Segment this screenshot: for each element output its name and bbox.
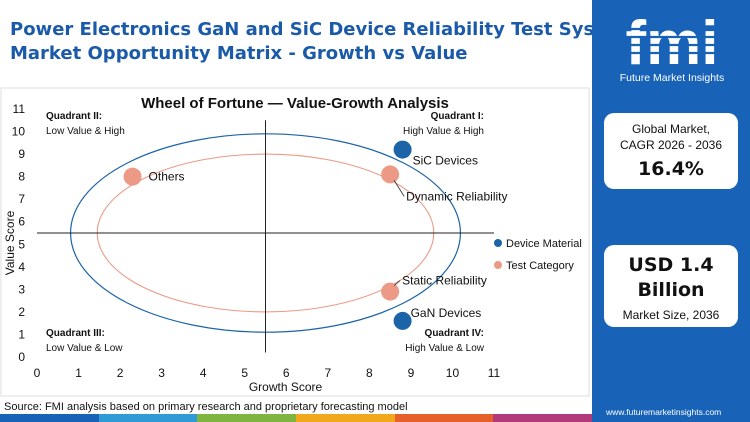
leader-line <box>393 180 405 197</box>
logo-subtitle: Future Market Insights <box>619 72 725 84</box>
quadrant-4-desc: High Value & Low <box>405 343 485 354</box>
x-tick-label: 2 <box>117 366 124 380</box>
data-label: SiC Devices <box>413 154 478 168</box>
y-tick-label: 10 <box>12 125 26 139</box>
fmi-logo: fmi <box>602 4 742 84</box>
y-tick-label: 4 <box>18 260 25 274</box>
x-tick-label: 3 <box>158 366 165 380</box>
website-url: www.futuremarketinsights.com <box>606 407 722 417</box>
market-size-card: USD 1.4 Billion Market Size, 2036 <box>604 245 738 327</box>
legend-label: Device Material <box>506 238 582 250</box>
x-tick-label: 0 <box>34 366 41 380</box>
market-size-label: Market Size, 2036 <box>622 308 720 322</box>
data-label: Others <box>149 170 185 184</box>
page-title: Power Electronics GaN and SiC Device Rel… <box>10 18 645 66</box>
x-tick-label: 9 <box>408 366 415 380</box>
y-tick-label: 8 <box>18 170 25 184</box>
cagr-label-1: Global Market, <box>631 122 711 136</box>
leader-line <box>393 280 401 286</box>
y-tick-label: 1 <box>18 327 25 341</box>
cagr-label-2: CAGR 2026 - 2036 <box>619 138 723 152</box>
y-tick-label: 5 <box>18 237 25 251</box>
legend-label: Test Category <box>506 260 574 272</box>
y-tick-label: 11 <box>13 102 26 116</box>
cagr-value: 16.4% <box>638 158 704 180</box>
y-tick-label: 9 <box>18 147 25 161</box>
title-line-2: Market Opportunity Matrix - Growth vs Va… <box>10 43 468 64</box>
y-tick-label: 6 <box>18 215 25 229</box>
title-line-1: Power Electronics GaN and SiC Device Rel… <box>10 19 645 40</box>
chart-card: Wheel of Fortune — Value-Growth Analysis… <box>0 87 590 397</box>
quadrant-3-desc: Low Value & Low <box>46 343 123 354</box>
logo-text: fmi <box>626 9 719 74</box>
y-axis-label: Value Score <box>3 210 17 275</box>
y-tick-label: 3 <box>18 282 25 296</box>
quadrant-2-desc: Low Value & High <box>46 126 125 137</box>
data-label: Dynamic Reliability <box>406 189 507 203</box>
quadrant-1-name: Quadrant I: <box>431 111 484 122</box>
source-note: Source: FMI analysis based on primary re… <box>4 401 408 413</box>
chart: Wheel of Fortune — Value-Growth Analysis… <box>0 87 590 397</box>
data-point <box>393 140 412 159</box>
quadrant-2-name: Quadrant II: <box>46 111 102 122</box>
data-label: GaN Devices <box>411 306 482 320</box>
chart-title: Wheel of Fortune — Value-Growth Analysis <box>141 95 449 112</box>
market-size-value-1: USD 1.4 <box>628 254 714 276</box>
data-point <box>393 311 412 330</box>
x-tick-label: 4 <box>200 366 207 380</box>
market-size-value-2: Billion <box>637 279 705 301</box>
x-tick-label: 1 <box>75 366 82 380</box>
y-tick-label: 2 <box>18 305 25 319</box>
quadrant-3-name: Quadrant III: <box>46 328 105 339</box>
cagr-card: Global Market, CAGR 2026 - 2036 16.4% <box>604 113 738 189</box>
sidebar-panel <box>592 0 750 422</box>
x-axis-label: Growth Score <box>249 380 323 394</box>
x-tick-label: 10 <box>446 366 460 380</box>
x-tick-label: 8 <box>366 366 373 380</box>
bottom-color-bar <box>0 414 593 422</box>
y-tick-label: 0 <box>18 350 25 364</box>
x-tick-label: 11 <box>488 366 501 380</box>
x-tick-label: 7 <box>324 366 331 380</box>
x-tick-label: 6 <box>283 366 290 380</box>
quadrant-4-name: Quadrant IV: <box>425 328 484 339</box>
data-label: Static Reliability <box>402 274 487 288</box>
legend-marker <box>494 261 502 269</box>
quadrant-1-desc: High Value & High <box>403 126 484 137</box>
plot-border <box>0 87 590 397</box>
y-tick-label: 7 <box>18 192 25 206</box>
data-point <box>381 282 400 301</box>
legend-marker <box>494 239 502 247</box>
x-tick-label: 5 <box>241 366 248 380</box>
data-point <box>381 165 400 184</box>
data-point <box>123 167 142 186</box>
